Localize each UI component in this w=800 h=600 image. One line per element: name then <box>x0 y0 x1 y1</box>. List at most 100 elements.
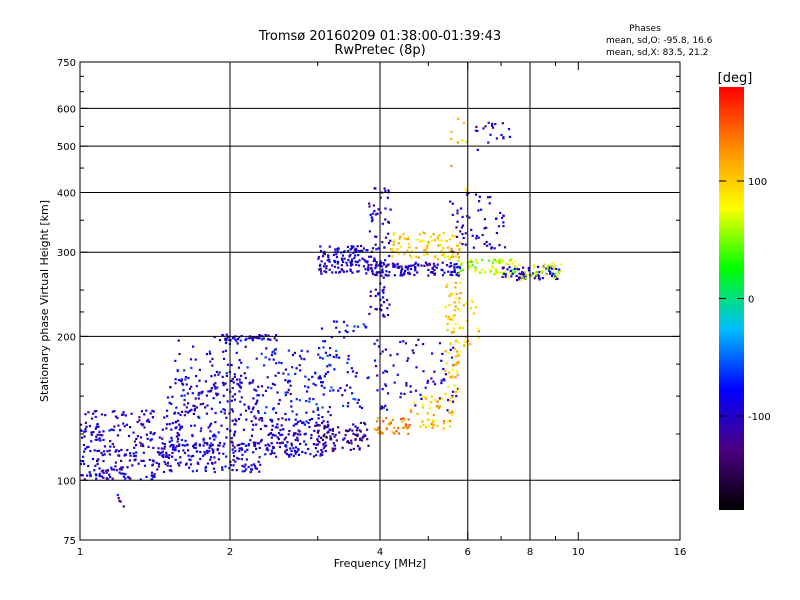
data-point <box>487 141 490 144</box>
data-point <box>172 444 175 447</box>
colorbar-tick-label: -100 <box>748 412 771 423</box>
data-point <box>397 432 401 435</box>
data-point <box>106 477 109 480</box>
data-point <box>328 354 332 357</box>
data-point <box>193 409 196 412</box>
data-point <box>84 421 87 424</box>
data-point <box>207 426 210 429</box>
data-point <box>457 259 460 262</box>
data-point <box>297 447 300 451</box>
data-point <box>102 438 105 441</box>
data-point <box>513 272 516 275</box>
data-point <box>346 405 349 408</box>
data-point <box>214 461 217 464</box>
data-point <box>430 401 433 404</box>
data-point <box>384 236 388 239</box>
data-point <box>258 337 261 340</box>
data-point <box>316 438 319 441</box>
data-point <box>336 262 339 265</box>
data-point <box>148 420 151 423</box>
data-point <box>392 364 395 367</box>
data-point <box>349 264 352 267</box>
data-point <box>474 129 477 132</box>
data-point <box>276 436 279 439</box>
data-point <box>98 467 101 470</box>
data-point <box>334 271 337 274</box>
data-point <box>114 450 117 453</box>
data-point <box>409 408 413 411</box>
data-point <box>165 423 169 426</box>
data-point <box>308 397 311 400</box>
data-point <box>518 272 521 275</box>
data-point <box>415 255 418 258</box>
data-point <box>290 453 293 456</box>
data-point <box>221 375 224 378</box>
data-point <box>557 270 560 273</box>
data-point <box>387 189 390 192</box>
data-point <box>228 467 231 470</box>
data-point <box>224 349 227 352</box>
data-point <box>94 438 97 441</box>
data-point <box>192 412 195 415</box>
data-point <box>429 271 433 274</box>
data-point <box>254 402 257 406</box>
data-point <box>276 426 279 429</box>
data-point <box>326 259 329 262</box>
data-point <box>117 496 120 500</box>
data-point <box>409 410 413 413</box>
data-point <box>301 421 304 424</box>
data-point <box>363 421 366 425</box>
y-tick-label: 750 <box>57 58 76 69</box>
data-point <box>300 349 303 352</box>
data-point <box>178 444 181 447</box>
data-point <box>225 337 228 340</box>
data-point <box>246 448 249 451</box>
data-point <box>231 410 235 413</box>
data-point <box>421 239 424 242</box>
data-point <box>257 410 260 413</box>
data-point <box>373 259 376 262</box>
data-point <box>436 263 439 266</box>
data-point <box>380 274 383 277</box>
data-point <box>433 255 436 258</box>
data-point <box>190 455 193 458</box>
data-point <box>450 164 453 168</box>
data-point <box>343 257 346 260</box>
data-point <box>554 276 557 279</box>
data-point <box>501 122 504 125</box>
data-point <box>441 352 444 355</box>
data-point <box>102 476 105 479</box>
data-point <box>247 443 250 446</box>
data-point <box>260 385 264 388</box>
data-point <box>180 380 183 383</box>
data-point <box>460 261 464 264</box>
data-point <box>387 232 390 235</box>
data-point <box>396 353 399 356</box>
data-point <box>241 464 244 467</box>
data-point <box>384 348 387 351</box>
data-point <box>193 424 196 427</box>
data-point <box>84 427 87 431</box>
data-point <box>393 265 396 269</box>
data-point <box>97 449 101 452</box>
data-point <box>255 401 258 404</box>
data-point <box>178 423 181 426</box>
data-point <box>495 231 498 235</box>
data-point <box>450 356 454 359</box>
data-point <box>275 362 278 365</box>
data-point <box>444 350 447 353</box>
data-point <box>447 385 450 388</box>
data-point <box>304 385 307 388</box>
data-point <box>392 265 395 268</box>
data-point <box>453 268 456 271</box>
data-point <box>165 409 169 412</box>
data-point <box>254 417 257 420</box>
data-point <box>294 372 297 375</box>
data-point <box>355 248 358 251</box>
data-point <box>287 349 290 352</box>
data-point <box>380 407 383 410</box>
data-point <box>267 386 270 389</box>
data-point <box>118 499 121 502</box>
data-point <box>440 379 443 382</box>
data-point <box>375 308 378 311</box>
